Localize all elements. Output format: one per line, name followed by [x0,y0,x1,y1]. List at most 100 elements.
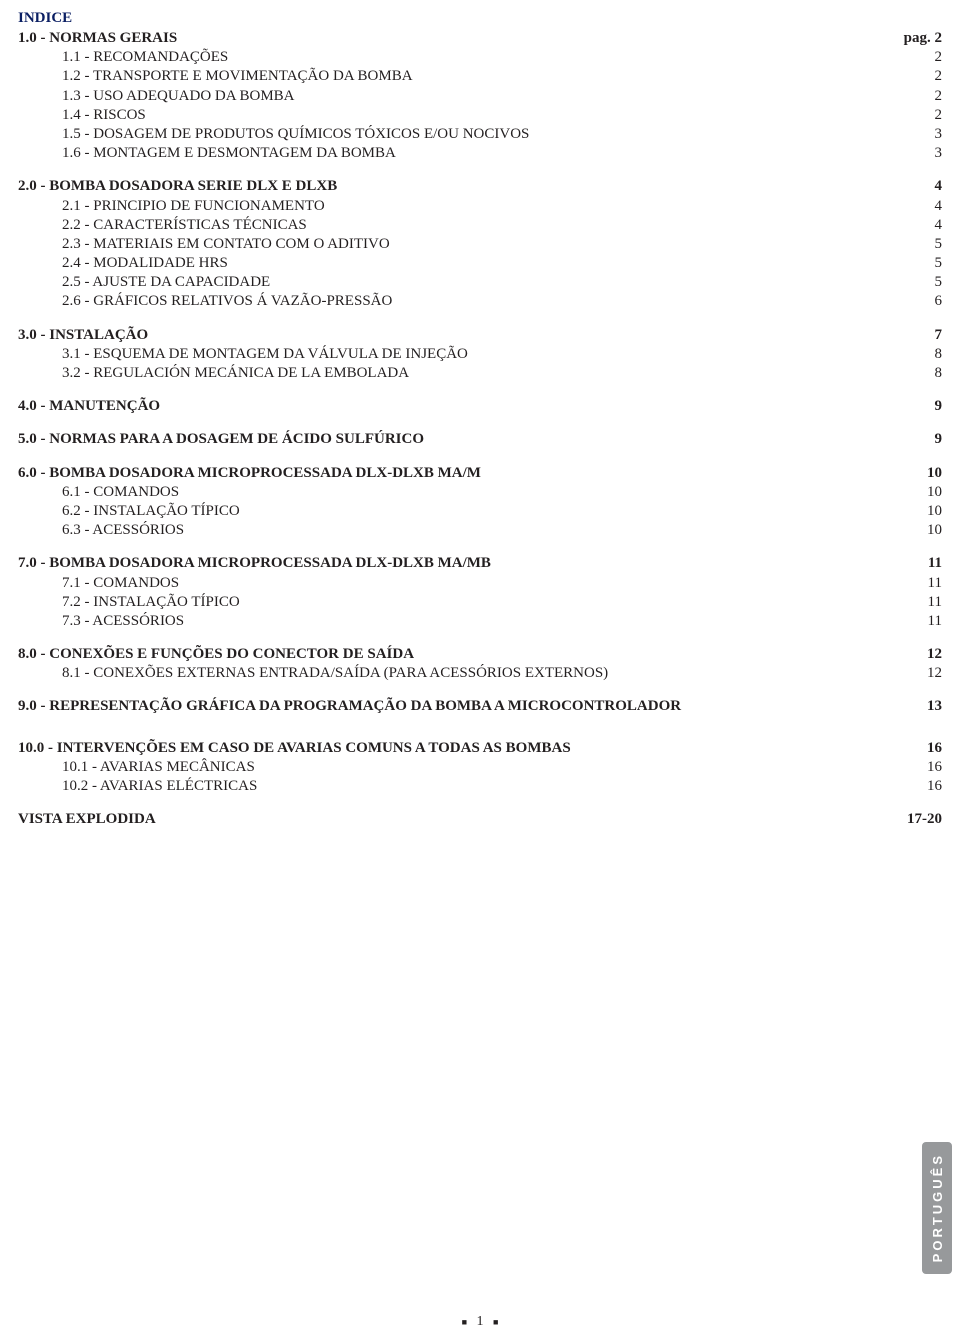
toc-heading-label: 1.0 - NORMAS GERAIS [18,29,177,48]
toc-heading-page: pag. 2 [890,29,942,48]
toc-heading-row: 2.0 - BOMBA DOSADORA SERIE DLX E DLXB 4 [18,177,942,196]
toc-item-page: 2 [890,67,942,86]
toc-heading-page: 7 [890,326,942,345]
toc-title: INDICE [18,10,942,27]
toc-heading-label: 4.0 - MANUTENÇÃO [18,397,160,416]
toc-item-row: 6.1 - COMANDOS 10 [18,483,942,502]
toc-heading-label: 2.0 - BOMBA DOSADORA SERIE DLX E DLXB [18,177,337,196]
toc-item-label: 6.1 - COMANDOS [62,483,179,502]
toc-group: 9.0 - REPRESENTAÇÃO GRÁFICA DA PROGRAMAÇ… [18,697,942,716]
toc-item-page: 16 [890,758,942,777]
toc-item-row: 10.1 - AVARIAS MECÂNICAS16 [18,758,942,777]
toc-item-row: 7.1 - COMANDOS 11 [18,574,942,593]
toc-item-label: 2.6 - GRÁFICOS RELATIVOS Á VAZÃO-PRESSÃO [62,292,392,311]
toc-heading-label: 3.0 - INSTALAÇÃO [18,326,148,345]
toc-group: 1.0 - NORMAS GERAIS pag. 2 1.1 - RECOMANDA… [18,29,942,163]
toc-item-label: 1.6 - MONTAGEM E DESMONTAGEM DA BOMBA [62,144,396,163]
toc-heading-page: 11 [890,554,942,573]
toc-heading-page: 4 [890,177,942,196]
toc-item-page: 3 [890,125,942,144]
toc-item-row: 1.4 - RISCOS 2 [18,106,942,125]
toc-item-label: 7.3 - ACESSÓRIOS [62,612,184,631]
toc-item-row: 10.2 - AVARIAS ELÉCTRICAS16 [18,777,942,796]
toc-item-page: 11 [890,574,942,593]
toc-item-label: 1.5 - DOSAGEM DE PRODUTOS QUÍMICOS TÓXIC… [62,125,529,144]
toc-item-row: 3.2 - REGULACIÓN MECÁNICA DE LA EMBOLADA… [18,364,942,383]
toc-item-page: 11 [890,612,942,631]
toc-item-row: 7.2 - INSTALAÇÃO TÍPICO11 [18,593,942,612]
toc-item-row: 2.4 - MODALIDADE HRS5 [18,254,942,273]
toc-group: 10.0 - INTERVENÇÕES EM CASO DE AVARIAS C… [18,739,942,797]
toc-group: VISTA EXPLODIDA 17-20 [18,810,942,829]
toc-group: 4.0 - MANUTENÇÃO 9 [18,397,942,416]
page-number: 1 [477,1314,484,1329]
toc-item-row: 2.2 - CARACTERÍSTICAS TÉCNICAS 4 [18,216,942,235]
toc-heading-row: 7.0 - BOMBA DOSADORA MICROPROCESSADA DLX… [18,554,942,573]
toc-group: 6.0 - BOMBA DOSADORA MICROPROCESSADA DLX… [18,464,942,541]
toc-heading-label: 7.0 - BOMBA DOSADORA MICROPROCESSADA DLX… [18,554,491,573]
toc-item-label: 1.4 - RISCOS [62,106,146,125]
language-tab: PORTUGUÊS [922,1142,952,1274]
toc-item-row: 6.2 - INSTALAÇÃO TÍPICO 10 [18,502,942,521]
toc-heading-page: 9 [890,430,942,449]
toc-item-page: 5 [890,235,942,254]
toc-item-label: 6.3 - ACESSÓRIOS [62,521,184,540]
toc-heading-row: 4.0 - MANUTENÇÃO 9 [18,397,942,416]
toc-item-row: 2.3 - MATERIAIS EM CONTATO COM O ADITIVO… [18,235,942,254]
page-footer: ■ 1 ■ [0,1314,960,1330]
toc-item-label: 2.5 - AJUSTE DA CAPACIDADE [62,273,270,292]
toc-heading-label: 5.0 - NORMAS PARA A DOSAGEM DE ÁCIDO SUL… [18,430,424,449]
toc-group: 5.0 - NORMAS PARA A DOSAGEM DE ÁCIDO SUL… [18,430,942,449]
toc-heading-row: 10.0 - INTERVENÇÕES EM CASO DE AVARIAS C… [18,739,942,758]
toc-heading-page: 17-20 [890,810,942,829]
toc-item-page: 2 [890,48,942,67]
toc-item-page: 10 [890,483,942,502]
toc-heading-page: 10 [890,464,942,483]
footer-square-left-icon: ■ [456,1317,473,1327]
toc-item-page: 2 [890,87,942,106]
toc-item-page: 4 [890,216,942,235]
toc-heading-page: 13 [890,697,942,716]
toc-item-row: 2.1 - PRINCIPIO DE FUNCIONAMENTO 4 [18,197,942,216]
toc-heading-row: 8.0 - CONEXÕES E FUNÇÕES DO CONECTOR DE … [18,645,942,664]
toc-item-page: 8 [890,345,942,364]
toc-heading-row: 1.0 - NORMAS GERAIS pag. 2 [18,29,942,48]
toc-item-page: 11 [890,593,942,612]
toc-item-label: 1.3 - USO ADEQUADO DA BOMBA [62,87,295,106]
toc-item-row: 2.6 - GRÁFICOS RELATIVOS Á VAZÃO-PRESSÃO… [18,292,942,311]
toc-item-row: 1.6 - MONTAGEM E DESMONTAGEM DA BOMBA3 [18,144,942,163]
toc-item-page: 5 [890,273,942,292]
toc-item-label: 1.1 - RECOMANDAÇÕES [62,48,228,67]
toc-heading-row: VISTA EXPLODIDA 17-20 [18,810,942,829]
toc-heading-label: 6.0 - BOMBA DOSADORA MICROPROCESSADA DLX… [18,464,481,483]
footer-square-right-icon: ■ [487,1317,504,1327]
toc-item-label: 3.2 - REGULACIÓN MECÁNICA DE LA EMBOLADA [62,364,409,383]
toc-item-row: 1.2 - TRANSPORTE E MOVIMENTAÇÃO DA BOMBA… [18,67,942,86]
toc-item-row: 6.3 - ACESSÓRIOS10 [18,521,942,540]
toc-heading-page: 12 [890,645,942,664]
toc-item-label: 2.1 - PRINCIPIO DE FUNCIONAMENTO [62,197,325,216]
toc-item-row: 3.1 - ESQUEMA DE MONTAGEM DA VÁLVULA DE … [18,345,942,364]
toc-item-page: 4 [890,197,942,216]
toc-item-page: 2 [890,106,942,125]
toc-item-page: 6 [890,292,942,311]
toc-item-page: 16 [890,777,942,796]
toc-item-row: 2.5 - AJUSTE DA CAPACIDADE 5 [18,273,942,292]
toc-item-page: 8 [890,364,942,383]
toc-item-page: 10 [890,502,942,521]
toc-item-label: 7.1 - COMANDOS [62,574,179,593]
toc-item-row: 1.3 - USO ADEQUADO DA BOMBA 2 [18,87,942,106]
toc-heading-page: 16 [890,739,942,758]
toc-heading-label: 9.0 - REPRESENTAÇÃO GRÁFICA DA PROGRAMAÇ… [18,697,681,716]
toc-heading-page: 9 [890,397,942,416]
toc-body: 1.0 - NORMAS GERAIS pag. 2 1.1 - RECOMANDA… [18,29,942,829]
language-tab-label: PORTUGUÊS [930,1153,945,1262]
toc-item-label: 2.2 - CARACTERÍSTICAS TÉCNICAS [62,216,307,235]
toc-group: 3.0 - INSTALAÇÃO 73.1 - ESQUEMA DE MONTAG… [18,326,942,384]
toc-group: 7.0 - BOMBA DOSADORA MICROPROCESSADA DLX… [18,554,942,631]
toc-heading-label: VISTA EXPLODIDA [18,810,156,829]
toc-heading-row: 6.0 - BOMBA DOSADORA MICROPROCESSADA DLX… [18,464,942,483]
toc-item-label: 2.3 - MATERIAIS EM CONTATO COM O ADITIVO [62,235,390,254]
toc-item-label: 6.2 - INSTALAÇÃO TÍPICO [62,502,240,521]
toc-item-page: 5 [890,254,942,273]
